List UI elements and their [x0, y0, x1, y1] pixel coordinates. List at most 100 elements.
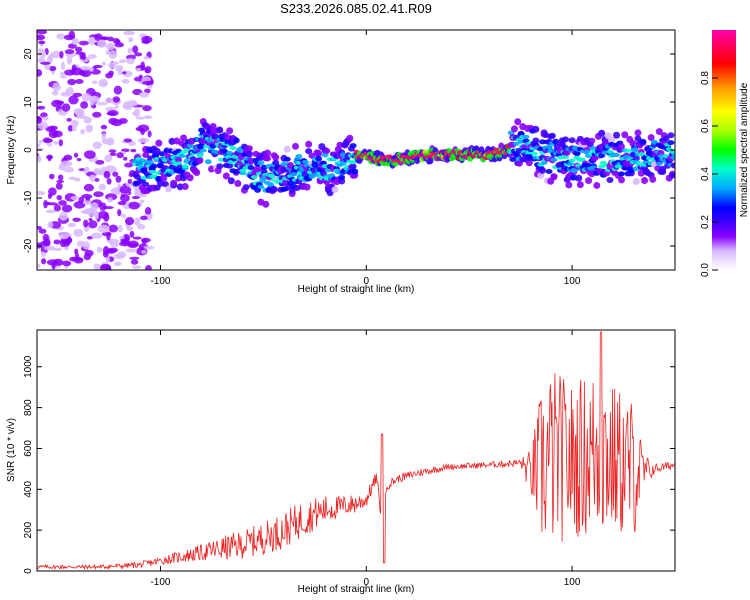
- heatmap-cell: [53, 239, 61, 245]
- heatmap-cell: [108, 62, 116, 69]
- heatmap-cell: [111, 119, 123, 127]
- heatmap-cell: [130, 148, 137, 153]
- heatmap-cell: [621, 131, 629, 139]
- heatmap-cell: [38, 228, 47, 234]
- heatmap-cell: [105, 42, 116, 51]
- heatmap-cell: [94, 211, 99, 220]
- spectrogram-heatmap: [37, 30, 675, 270]
- heatmap-cell: [268, 174, 276, 179]
- heatmap-cell: [37, 48, 44, 52]
- heatmap-cell: [315, 155, 323, 162]
- x-tick-label: 0: [364, 276, 370, 287]
- heatmap-cell: [134, 217, 141, 226]
- heatmap-cell: [204, 159, 212, 165]
- heatmap-cell: [133, 108, 141, 118]
- x-tick-label: 100: [564, 577, 581, 588]
- heatmap-cell: [139, 215, 148, 221]
- heatmap-cell: [585, 177, 593, 185]
- y-tick-label: 10: [23, 96, 34, 108]
- heatmap-cell: [66, 117, 72, 122]
- heatmap-cell: [68, 30, 76, 39]
- heatmap-cell: [56, 33, 66, 40]
- heatmap-cell: [545, 169, 553, 175]
- heatmap-cell: [51, 99, 63, 108]
- heatmap-cell: [93, 263, 101, 270]
- heatmap-cell: [175, 174, 183, 182]
- heatmap-cell: [83, 219, 89, 228]
- heatmap-cell: [267, 182, 275, 188]
- heatmap-cell: [155, 139, 163, 147]
- heatmap-cell: [617, 176, 625, 184]
- heatmap-cell: [94, 178, 100, 182]
- heatmap-cell: [655, 128, 663, 136]
- heatmap-cell: [47, 154, 52, 162]
- heatmap-cell: [510, 125, 518, 133]
- heatmap-cell: [125, 182, 134, 187]
- heatmap-cell: [632, 155, 640, 162]
- heatmap-cell: [522, 134, 530, 139]
- heatmap-cell: [92, 141, 102, 150]
- heatmap-cell: [56, 194, 63, 201]
- heatmap-cell: [37, 30, 48, 35]
- heatmap-cell: [180, 134, 188, 142]
- heatmap-cell: [80, 101, 89, 109]
- heatmap-cell: [144, 115, 153, 120]
- snr-ylabel: SNR (10 * v/v): [6, 418, 17, 482]
- heatmap-cell: [48, 173, 55, 180]
- heatmap-cell: [578, 157, 586, 162]
- heatmap-cell: [84, 150, 96, 159]
- heatmap-cell: [76, 157, 82, 162]
- heatmap-cell: [45, 209, 57, 214]
- heatmap-cell: [115, 175, 122, 183]
- heatmap-cell: [38, 40, 46, 45]
- heatmap-cell: [196, 156, 204, 164]
- heatmap-cell: [74, 248, 79, 256]
- heatmap-cell: [117, 68, 123, 76]
- heatmap-cell: [565, 181, 573, 189]
- heatmap-cell: [48, 125, 58, 131]
- heatmap-cell: [53, 204, 61, 212]
- heatmap-cell: [104, 154, 113, 163]
- heatmap-cell: [532, 125, 540, 133]
- heatmap-cell: [568, 137, 576, 144]
- heatmap-cell: [576, 181, 584, 189]
- heatmap-cell: [61, 204, 73, 213]
- heatmap-cell: [73, 256, 84, 264]
- heatmap-cell: [239, 168, 247, 173]
- heatmap-cell: [52, 247, 63, 252]
- y-tick-label: -10: [23, 190, 34, 205]
- heatmap-cell: [92, 80, 98, 85]
- heatmap-cell: [144, 207, 152, 215]
- heatmap-cell: [118, 59, 127, 64]
- heatmap-cell: [264, 149, 272, 157]
- heatmap-cell: [37, 34, 46, 41]
- heatmap-cell: [88, 217, 93, 222]
- heatmap-cell: [196, 153, 204, 158]
- heatmap-cell: [37, 105, 46, 110]
- heatmap-cell: [75, 46, 83, 53]
- heatmap-cell: [55, 182, 63, 190]
- heatmap-cell: [181, 164, 189, 169]
- heatmap-cell: [142, 105, 152, 112]
- heatmap-cell: [119, 194, 130, 203]
- heatmap-cell: [62, 260, 72, 267]
- heatmap-cell: [40, 251, 46, 257]
- heatmap-cell: [97, 39, 107, 48]
- heatmap-cell: [72, 217, 81, 222]
- heatmap-cell: [291, 142, 299, 150]
- heatmap-cell: [119, 241, 131, 247]
- heatmap-cell: [662, 135, 670, 142]
- heatmap-cell: [71, 38, 79, 46]
- heatmap-cell: [100, 124, 108, 130]
- heatmap-cell: [593, 181, 601, 189]
- heatmap-cell: [512, 141, 520, 146]
- heatmap-cell: [112, 96, 120, 103]
- heatmap-cell: [102, 205, 114, 210]
- heatmap-cell: [108, 50, 118, 59]
- heatmap-cell: [128, 36, 134, 43]
- heatmap-cell: [121, 78, 130, 84]
- snr-xlabel: Height of straight line (km): [298, 584, 415, 595]
- heatmap-cell: [59, 50, 64, 59]
